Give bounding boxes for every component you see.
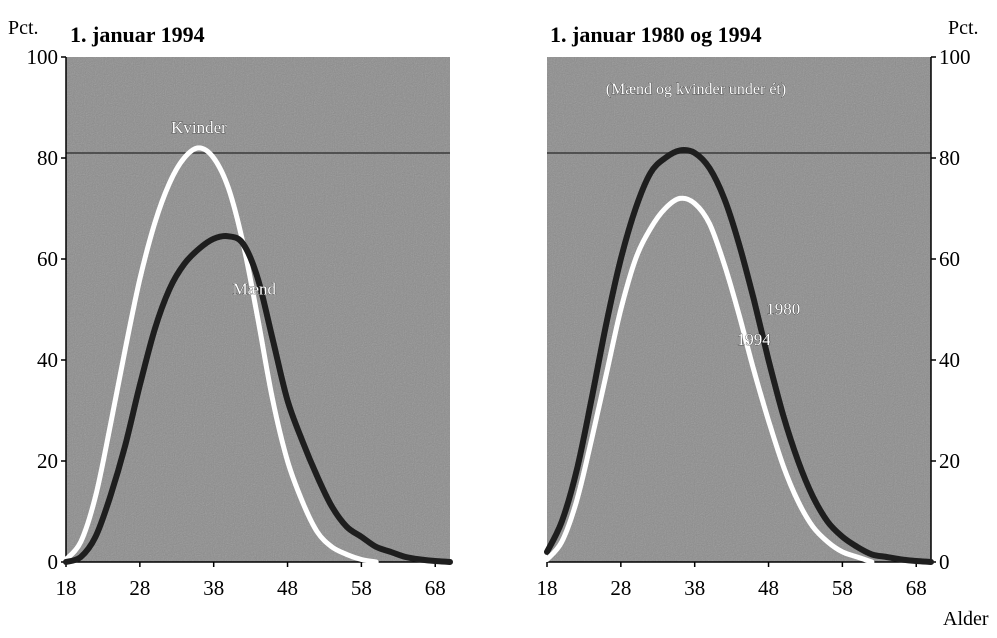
series-annotation-label: Kvinder <box>171 118 227 137</box>
right-x-tick-label: 58 <box>832 576 853 600</box>
left-y-tick-label: 20 <box>37 449 58 473</box>
left-series-line-m-nd <box>63 233 453 565</box>
left-x-tick-label: 18 <box>56 576 77 600</box>
left-chart-title: 1. januar 1994 <box>70 22 205 47</box>
right-series-line-1994 <box>544 195 875 565</box>
right-y-tick-label: 60 <box>939 247 960 271</box>
right-y-tick-label: 0 <box>939 550 950 574</box>
right-x-tick-label: 68 <box>906 576 927 600</box>
right-chart-subtitle: (Mænd og kvinder under ét) <box>606 81 786 98</box>
left-x-tick-label: 28 <box>129 576 150 600</box>
left-x-tick-label: 68 <box>425 576 446 600</box>
right-y-tick-label: 80 <box>939 146 960 170</box>
right-x-tick-label: 48 <box>758 576 779 600</box>
right-y-tick-label: 40 <box>939 348 960 372</box>
series-annotation-label: 1980 <box>766 300 800 319</box>
right-chart-title: 1. januar 1980 og 1994 <box>550 22 762 47</box>
right-x-tick-label: 18 <box>537 576 558 600</box>
right-y-tick-label: 20 <box>939 449 960 473</box>
left-y-tick-label: 0 <box>48 550 59 574</box>
left-y-tick-label: 60 <box>37 247 58 271</box>
right-series-line-1980 <box>544 147 934 565</box>
left-y-tick-label: 40 <box>37 348 58 372</box>
right-y-tick-label: 100 <box>939 45 971 69</box>
right-y-unit-label: Pct. <box>948 17 979 39</box>
left-x-tick-label: 38 <box>203 576 224 600</box>
right-x-tick-label: 38 <box>684 576 705 600</box>
left-y-tick-label: 80 <box>37 146 58 170</box>
left-y-unit-label: Pct. <box>8 17 39 39</box>
series-annotation-label: 1994 <box>737 330 772 349</box>
left-x-tick-label: 58 <box>351 576 372 600</box>
left-chart-panel: 0 20 40 60 80 100 18 28 38 48 58 68 Kvinder Mænd <box>27 45 453 600</box>
x-axis-label: Alder <box>943 608 989 630</box>
right-chart-panel: 0 20 40 60 80 100 18 28 38 48 58 68 1980 1994 <box>537 45 971 600</box>
right-x-tick-label: 28 <box>610 576 631 600</box>
left-y-tick-label: 100 <box>27 45 59 69</box>
series-annotation-label: Mænd <box>233 279 277 298</box>
left-series-line-kvinder <box>63 145 379 565</box>
left-x-tick-label: 48 <box>277 576 298 600</box>
